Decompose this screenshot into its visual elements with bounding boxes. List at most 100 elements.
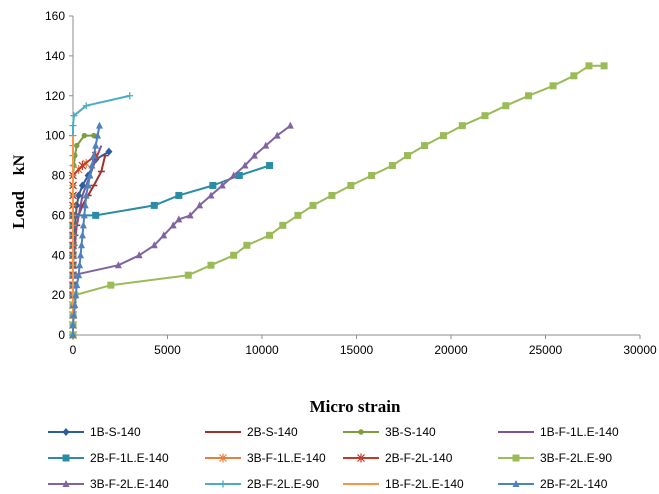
data-point	[72, 291, 80, 299]
legend-item: 1B-F-2L.E-140	[343, 477, 464, 491]
data-point	[69, 122, 77, 130]
data-point	[439, 132, 447, 140]
series-11	[69, 121, 103, 338]
data-point	[75, 191, 83, 200]
data-point	[512, 480, 520, 487]
y-axis-unit-group: kN	[11, 154, 28, 175]
data-point	[404, 152, 412, 160]
data-point	[88, 161, 96, 169]
y-tick-label: 40	[52, 248, 66, 262]
data-point	[347, 181, 355, 189]
data-point	[186, 211, 194, 219]
x-tick-label: 15000	[340, 343, 374, 357]
data-point	[92, 141, 100, 149]
legend-label: 2B-F-2L.E-90	[247, 477, 319, 491]
data-point	[135, 251, 143, 259]
legend-label: 1B-S-140	[90, 425, 141, 439]
y-tick-label: 0	[58, 328, 65, 342]
x-tick-label: 5000	[154, 343, 181, 357]
data-point	[62, 428, 70, 436]
legend-item: 2B-S-140	[205, 425, 298, 439]
data-point	[62, 454, 70, 462]
data-point	[105, 147, 113, 156]
legend-item: 1B-F-1L.E-140	[498, 425, 619, 439]
data-point	[279, 221, 287, 229]
x-tick-label: 20000	[434, 343, 468, 357]
data-point	[71, 301, 79, 309]
y-tick-label: 160	[45, 9, 65, 23]
data-point	[585, 62, 593, 70]
data-point	[357, 453, 365, 463]
data-point	[309, 201, 317, 209]
data-point	[73, 281, 81, 289]
data-point	[207, 191, 215, 199]
data-point	[184, 271, 192, 279]
data-point	[262, 141, 270, 149]
legend-item: 3B-F-2L.E-90	[498, 451, 612, 465]
data-point	[81, 132, 88, 139]
data-point	[570, 72, 578, 80]
data-point	[219, 453, 227, 463]
data-point	[76, 261, 84, 269]
legend-label: 3B-S-140	[385, 425, 436, 439]
data-point	[78, 181, 86, 190]
y-tick-label: 120	[45, 89, 65, 103]
data-point	[77, 251, 85, 259]
data-point	[69, 321, 77, 329]
data-point	[230, 171, 238, 179]
x-tick-label: 30000	[623, 343, 657, 357]
data-point	[286, 121, 294, 129]
data-point	[481, 112, 489, 120]
legend: 1B-S-140 2B-S-140 3B-S-140 1B-F-1L.E-140 2B-…	[48, 425, 619, 491]
data-point	[90, 151, 98, 159]
data-point	[74, 142, 80, 149]
y-axis-title-group: Load	[9, 191, 28, 229]
data-point	[368, 172, 376, 179]
data-point	[219, 480, 227, 488]
data-point	[79, 221, 87, 229]
series-line	[72, 125, 101, 335]
data-point	[458, 122, 466, 130]
legend-label: 1B-F-1L.E-140	[540, 425, 619, 439]
data-point	[70, 311, 78, 319]
data-point	[218, 181, 226, 189]
data-point	[235, 172, 243, 179]
data-point	[94, 131, 102, 139]
data-point	[86, 171, 94, 179]
data-point	[549, 82, 557, 90]
x-tick-label: 10000	[245, 343, 279, 357]
axes: 0 20 40 60 80 100 120 140 160 0 5000 10000 15000 2000…	[45, 9, 657, 357]
data-point	[273, 131, 281, 139]
legend-label: 2B-F-2L-140	[385, 451, 453, 465]
data-point	[328, 191, 336, 199]
y-tick-label: 80	[52, 169, 66, 183]
legend-item: 3B-F-1L.E-140	[205, 451, 326, 465]
data-point	[502, 102, 510, 110]
data-point	[78, 231, 86, 239]
data-point	[230, 251, 238, 259]
legend-item: 2B-F-2L.E-90	[205, 477, 319, 491]
legend-label: 2B-F-1L.E-140	[90, 451, 169, 465]
data-point	[169, 221, 177, 229]
data-point	[69, 331, 77, 338]
legend-label: 1B-F-2L.E-140	[385, 477, 464, 491]
data-point	[241, 161, 249, 169]
data-point	[126, 92, 134, 100]
data-point	[266, 162, 274, 170]
y-tick-label: 100	[45, 129, 65, 143]
data-point	[421, 142, 429, 150]
data-point	[175, 191, 183, 199]
data-point	[388, 162, 396, 170]
data-point	[524, 92, 532, 100]
data-point	[84, 181, 92, 189]
data-point	[81, 201, 89, 209]
legend-item: 1B-S-140	[48, 425, 141, 439]
data-point	[150, 201, 158, 209]
data-point	[512, 454, 520, 462]
data-point	[209, 181, 217, 189]
legend-item: 3B-F-2L.E-140	[48, 477, 169, 491]
x-tick-label: 0	[70, 343, 77, 357]
legend-label: 3B-F-1L.E-140	[247, 451, 326, 465]
